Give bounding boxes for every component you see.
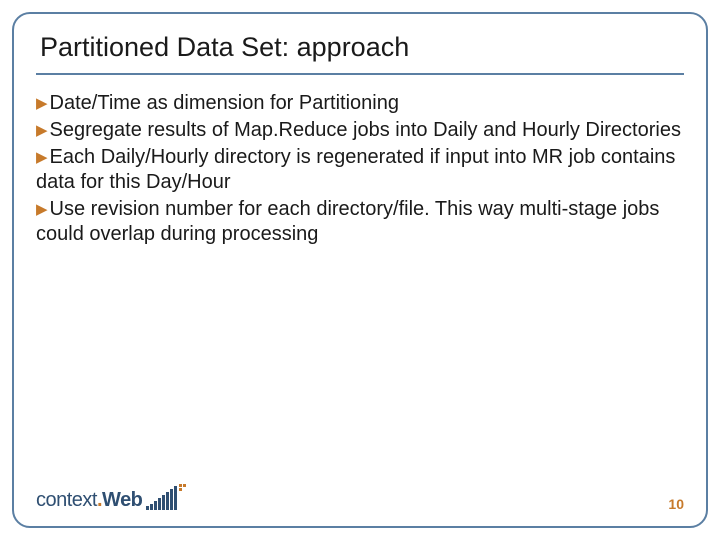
bullet-arrow-icon: ▶ [36, 149, 48, 168]
bullet-list: ▶Date/Time as dimension for Partitioning… [36, 91, 684, 247]
brand-logo: context.Web [36, 484, 190, 512]
slide-frame: Partitioned Data Set: approach ▶Date/Tim… [12, 12, 708, 528]
bullet-text: Segregate results of Map.Reduce jobs int… [50, 119, 681, 141]
bullet-text: Use revision number for each directory/f… [36, 198, 659, 245]
bullet-arrow-icon: ▶ [36, 201, 48, 220]
bullet-item: ▶Segregate results of Map.Reduce jobs in… [36, 118, 684, 143]
title-divider [36, 73, 684, 75]
bullet-item: ▶Use revision number for each directory/… [36, 197, 684, 247]
bullet-arrow-icon: ▶ [36, 95, 48, 114]
bullet-arrow-icon: ▶ [36, 122, 48, 141]
bullet-item: ▶Each Daily/Hourly directory is regenera… [36, 145, 684, 195]
slide-footer: context.Web [36, 472, 684, 512]
bullet-text: Each Daily/Hourly directory is regenerat… [36, 146, 675, 193]
bullet-text: Date/Time as dimension for Partitioning [50, 92, 399, 114]
page-number: 10 [668, 496, 684, 512]
logo-part-context: context [36, 489, 97, 511]
logo-graphic-icon [146, 484, 190, 512]
logo-text: context.Web [36, 489, 142, 512]
bullet-item: ▶Date/Time as dimension for Partitioning [36, 91, 684, 116]
logo-part-web: Web [102, 489, 142, 511]
slide-title: Partitioned Data Set: approach [40, 32, 684, 63]
